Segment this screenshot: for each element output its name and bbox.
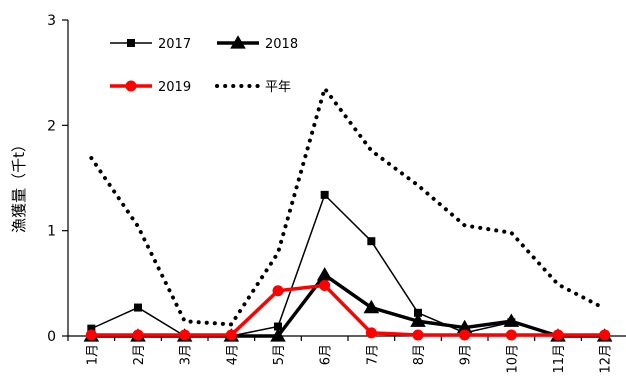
x-tick-label: 9月 [459,344,474,365]
point-triangle [503,313,520,327]
point-triangle [316,267,333,281]
series-3 [85,279,611,341]
x-tick-label: 4月 [225,344,240,365]
x-tick-label: 6月 [319,344,334,365]
point-circle [272,285,284,297]
x-tick-label: 1月 [85,344,100,365]
series-line [89,86,607,327]
series-1 [87,190,609,340]
legend-label: 2019 [158,80,191,95]
point-circle [132,329,144,341]
legend-label: 2018 [265,37,298,52]
x-tick-label: 11月 [552,344,567,374]
point-triangle [456,319,473,334]
point-circle [505,329,517,341]
point-square [127,39,135,47]
point-triangle [363,299,380,314]
point-circle [412,329,424,341]
x-tick-label: 3月 [179,344,194,365]
point-square [274,322,282,331]
point-triangle [230,35,246,49]
y-tick-label: 3 [47,13,56,29]
point-circle [459,329,471,341]
legend-label: 2017 [158,37,191,52]
x-tick-label: 5月 [272,344,287,365]
y-axis-label: 漁獲量（千t） [10,137,28,233]
point-circle [225,329,237,341]
y-tick-label: 0 [47,329,56,345]
y-tick-label: 1 [47,224,56,240]
point-circle [85,329,97,341]
series-line [91,194,605,337]
point-circle [179,329,191,341]
legend-item-4: 平年 [215,80,291,95]
legend: 2017 2018 2019 平年 [110,35,298,95]
point-square [367,237,376,246]
legend-item-2: 2018 [217,35,298,52]
x-tick-label: 7月 [365,344,380,365]
point-square [134,303,142,312]
point-triangle [270,328,286,342]
x-tick-label: 10月 [505,344,520,374]
legend-item-3: 2019 [110,80,191,95]
series-layer [83,86,613,342]
point-square [414,308,422,317]
point-circle [319,279,331,291]
x-ticks: 1月 2月 3月 4月 5月 6月 7月 8月 9月 10月 11月 12月 [67,336,614,374]
point-square [320,190,329,199]
y-ticks: 0 1 2 3 [47,13,68,345]
x-tick-label: 12月 [599,344,614,374]
x-tick-label: 2月 [132,344,147,365]
series-4 [89,86,607,327]
point-circle [125,80,137,92]
series-line [91,283,605,337]
x-tick-label: 8月 [412,344,427,365]
point-circle [599,329,611,341]
point-triangle [410,313,426,327]
point-circle [365,327,377,339]
series-2 [83,267,613,342]
y-tick-label: 2 [47,118,56,134]
legend-item-1: 2017 [110,37,191,52]
legend-label: 平年 [265,80,291,95]
point-circle [552,329,564,341]
